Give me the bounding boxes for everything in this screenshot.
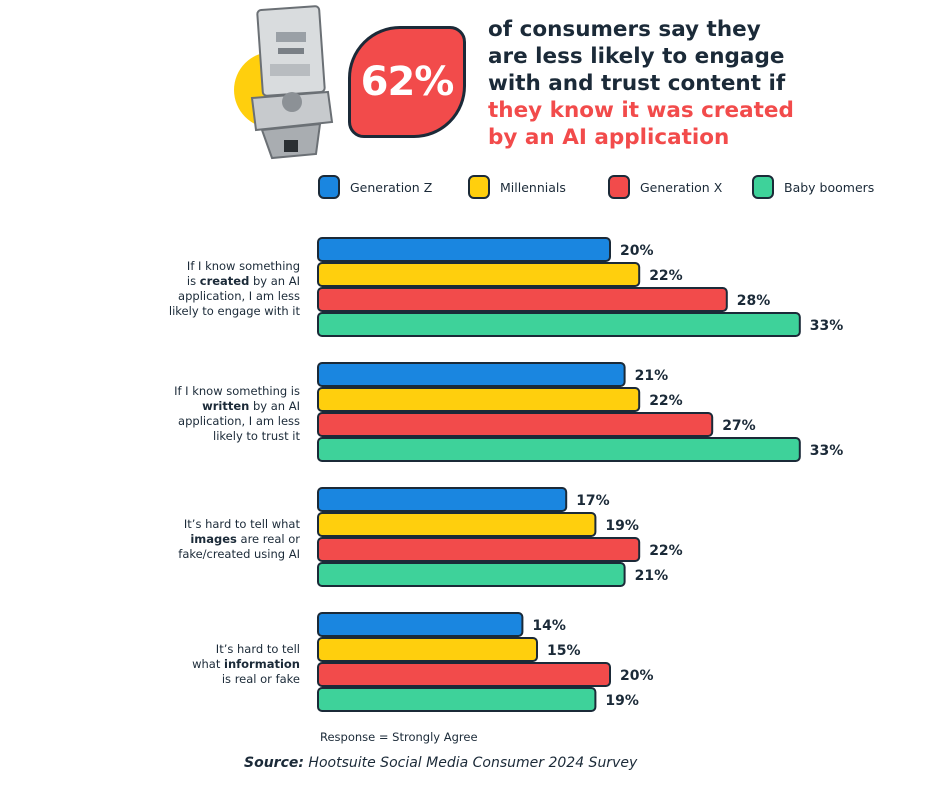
data-label-millennials-4: 15% xyxy=(547,643,581,659)
bar-millennials-4 xyxy=(317,637,538,662)
data-label-baby-boomers-4: 19% xyxy=(605,693,639,709)
data-label-generation-x-3: 22% xyxy=(649,543,683,559)
bar-generation-z-2 xyxy=(317,362,626,387)
headline-highlight-2: by an AI application xyxy=(488,125,730,150)
bar-baby-boomers-1 xyxy=(317,312,801,337)
bar-generation-z-3 xyxy=(317,487,568,512)
data-label-generation-x-4: 20% xyxy=(620,668,654,684)
data-label-baby-boomers-3: 21% xyxy=(635,568,669,584)
bar-baby-boomers-4 xyxy=(317,687,597,712)
category-label-2: If I know something is written by an AI ap… xyxy=(174,384,300,443)
bar-generation-x-3 xyxy=(317,537,641,562)
robot-illustration xyxy=(234,5,334,160)
legend-label-generation-x: Generation X xyxy=(640,179,723,195)
data-label-millennials-2: 22% xyxy=(649,393,683,409)
legend-item-generation-x: Generation X xyxy=(608,173,722,201)
data-label-generation-z-2: 21% xyxy=(635,368,669,384)
bar-generation-x-1 xyxy=(317,287,728,312)
data-label-baby-boomers-2: 33% xyxy=(810,443,844,459)
bar-baby-boomers-3 xyxy=(317,562,626,587)
source-line: Source: Hootsuite Social Media Consumer … xyxy=(244,755,637,771)
headline: of consumers say they are less likely to… xyxy=(488,16,908,151)
data-label-generation-z-1: 20% xyxy=(620,243,654,259)
headline-highlight-1: they know it was created xyxy=(488,98,794,123)
bar-millennials-2 xyxy=(317,387,641,412)
headline-line-1: of consumers say they xyxy=(488,17,761,42)
bar-millennials-1 xyxy=(317,262,641,287)
bar-baby-boomers-2 xyxy=(317,437,801,462)
category-label-4: It’s hard to tell what information is real… xyxy=(192,641,300,686)
category-label-3: It’s hard to tell what images are real or… xyxy=(178,516,300,561)
data-label-generation-x-2: 27% xyxy=(722,418,756,434)
legend-label-millennials: Millennials xyxy=(500,179,566,195)
source-text: Hootsuite Social Media Consumer 2024 Sur… xyxy=(308,755,638,771)
stat-badge: 62% xyxy=(348,26,466,138)
legend: Generation Z Millennials Generation X Ba… xyxy=(318,173,918,203)
legend-item-baby-boomers: Baby boomers xyxy=(752,173,874,201)
legend-swatch-generation-z xyxy=(318,175,340,199)
stat-value: 62% xyxy=(360,59,455,105)
legend-swatch-millennials xyxy=(468,175,490,199)
data-label-millennials-1: 22% xyxy=(649,268,683,284)
legend-item-millennials: Millennials xyxy=(468,173,566,201)
bar-generation-x-2 xyxy=(317,412,714,437)
data-label-generation-x-1: 28% xyxy=(737,293,771,309)
legend-item-generation-z: Generation Z xyxy=(318,173,432,201)
source-label: Source: xyxy=(244,755,304,771)
headline-line-2: are less likely to engage xyxy=(488,44,785,69)
legend-swatch-baby-boomers xyxy=(752,175,774,199)
response-note: Response = Strongly Agree xyxy=(320,730,478,744)
data-label-generation-z-4: 14% xyxy=(532,618,566,634)
bar-generation-z-1 xyxy=(317,237,611,262)
bar-generation-z-4 xyxy=(317,612,524,637)
legend-label-generation-z: Generation Z xyxy=(350,179,433,195)
bar-generation-x-4 xyxy=(317,662,611,687)
headline-line-3: with and trust content if xyxy=(488,71,786,96)
legend-swatch-generation-x xyxy=(608,175,630,199)
category-label-1: If I know something is created by an AI ap… xyxy=(168,259,300,318)
data-label-baby-boomers-1: 33% xyxy=(810,318,844,334)
data-label-generation-z-3: 17% xyxy=(576,493,610,509)
data-label-millennials-3: 19% xyxy=(605,518,639,534)
legend-label-baby-boomers: Baby boomers xyxy=(784,179,875,195)
bar-millennials-3 xyxy=(317,512,597,537)
